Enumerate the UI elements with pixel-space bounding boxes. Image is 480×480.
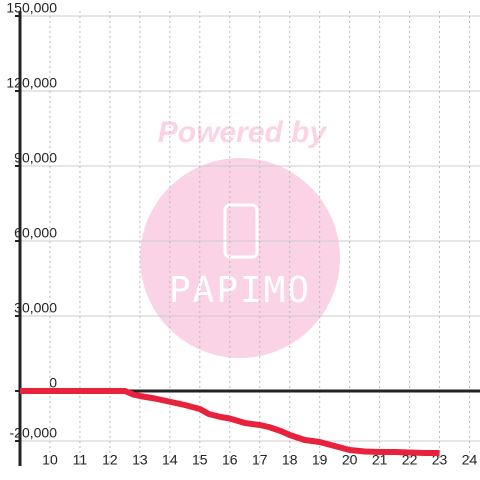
x-tick-label: 15 [192, 452, 208, 468]
y-tick-label: 0 [49, 375, 57, 391]
x-tick-label: 12 [102, 452, 118, 468]
y-tick-label: 60,000 [14, 225, 57, 241]
watermark-top: Powered by [158, 116, 328, 149]
x-tick-label: 18 [282, 452, 298, 468]
x-tick-label: 14 [162, 452, 178, 468]
x-tick-label: 19 [312, 452, 328, 468]
x-tick-label: 21 [372, 452, 388, 468]
x-tick-label: 10 [42, 452, 58, 468]
x-tick-label: 16 [222, 452, 238, 468]
x-tick-label: 17 [252, 452, 268, 468]
line [20, 388, 440, 456]
x-tick-label: 11 [73, 452, 88, 468]
x-tick-label: 22 [402, 452, 418, 468]
x-tick-label: 24 [462, 452, 478, 468]
watermark-icon [223, 203, 259, 259]
y-tick-label: 30,000 [14, 300, 57, 316]
y-tick-label: 150,000 [6, 0, 57, 16]
watermark-brand: PAPIMO [169, 270, 311, 311]
y-tick-label: 90,000 [14, 150, 57, 166]
x-tick-label: 20 [342, 452, 358, 468]
x-tick-label: 13 [132, 452, 148, 468]
